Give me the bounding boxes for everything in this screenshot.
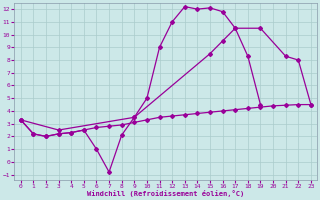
X-axis label: Windchill (Refroidissement éolien,°C): Windchill (Refroidissement éolien,°C): [87, 190, 244, 197]
